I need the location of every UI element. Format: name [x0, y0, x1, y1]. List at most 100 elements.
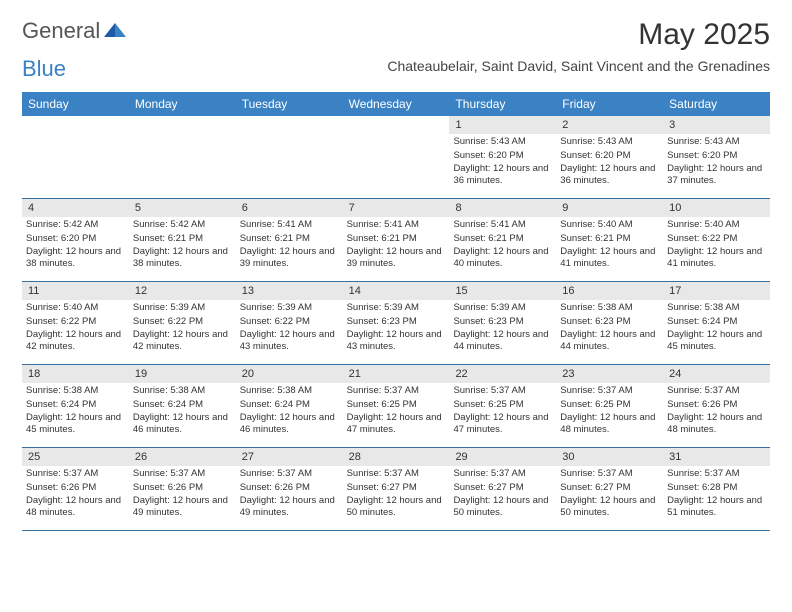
day-cell: 1Sunrise: 5:43 AMSunset: 6:20 PMDaylight… [449, 116, 556, 198]
month-title: May 2025 [387, 18, 770, 52]
day-number [22, 116, 129, 134]
day-cell [129, 116, 236, 198]
daylight-line: Daylight: 12 hours and 39 minutes. [240, 246, 339, 271]
sunset-line: Sunset: 6:20 PM [667, 150, 766, 162]
day-number: 28 [343, 448, 450, 466]
sunrise-line: Sunrise: 5:38 AM [133, 385, 232, 397]
daylight-line: Daylight: 12 hours and 44 minutes. [453, 329, 552, 354]
sunset-line: Sunset: 6:21 PM [347, 233, 446, 245]
day-number: 14 [343, 282, 450, 300]
sunset-line: Sunset: 6:24 PM [240, 399, 339, 411]
weekday-header: Saturday [663, 92, 770, 116]
daylight-line: Daylight: 12 hours and 47 minutes. [453, 412, 552, 437]
day-number: 10 [663, 199, 770, 217]
week-row: 1Sunrise: 5:43 AMSunset: 6:20 PMDaylight… [22, 116, 770, 199]
sunset-line: Sunset: 6:24 PM [667, 316, 766, 328]
sunset-line: Sunset: 6:21 PM [133, 233, 232, 245]
day-cell: 4Sunrise: 5:42 AMSunset: 6:20 PMDaylight… [22, 199, 129, 281]
day-cell: 28Sunrise: 5:37 AMSunset: 6:27 PMDayligh… [343, 448, 450, 530]
sunset-line: Sunset: 6:27 PM [347, 482, 446, 494]
sunrise-line: Sunrise: 5:40 AM [26, 302, 125, 314]
daylight-line: Daylight: 12 hours and 48 minutes. [560, 412, 659, 437]
day-cell: 22Sunrise: 5:37 AMSunset: 6:25 PMDayligh… [449, 365, 556, 447]
sunrise-line: Sunrise: 5:37 AM [347, 385, 446, 397]
sunset-line: Sunset: 6:26 PM [667, 399, 766, 411]
day-number: 27 [236, 448, 343, 466]
sunset-line: Sunset: 6:22 PM [240, 316, 339, 328]
sunrise-line: Sunrise: 5:42 AM [133, 219, 232, 231]
day-number: 24 [663, 365, 770, 383]
day-number: 13 [236, 282, 343, 300]
day-number: 17 [663, 282, 770, 300]
day-number: 22 [449, 365, 556, 383]
day-cell: 14Sunrise: 5:39 AMSunset: 6:23 PMDayligh… [343, 282, 450, 364]
sunrise-line: Sunrise: 5:38 AM [667, 302, 766, 314]
day-cell: 17Sunrise: 5:38 AMSunset: 6:24 PMDayligh… [663, 282, 770, 364]
day-cell: 12Sunrise: 5:39 AMSunset: 6:22 PMDayligh… [129, 282, 236, 364]
sunrise-line: Sunrise: 5:40 AM [560, 219, 659, 231]
day-cell: 19Sunrise: 5:38 AMSunset: 6:24 PMDayligh… [129, 365, 236, 447]
weekday-header: Thursday [449, 92, 556, 116]
sunrise-line: Sunrise: 5:39 AM [453, 302, 552, 314]
daylight-line: Daylight: 12 hours and 36 minutes. [453, 163, 552, 188]
title-block: May 2025 Chateaubelair, Saint David, Sai… [387, 18, 770, 74]
day-cell: 23Sunrise: 5:37 AMSunset: 6:25 PMDayligh… [556, 365, 663, 447]
sunrise-line: Sunrise: 5:37 AM [560, 468, 659, 480]
day-cell: 21Sunrise: 5:37 AMSunset: 6:25 PMDayligh… [343, 365, 450, 447]
calendar-grid: SundayMondayTuesdayWednesdayThursdayFrid… [22, 92, 770, 531]
day-number: 20 [236, 365, 343, 383]
day-number: 23 [556, 365, 663, 383]
day-cell: 5Sunrise: 5:42 AMSunset: 6:21 PMDaylight… [129, 199, 236, 281]
day-cell: 10Sunrise: 5:40 AMSunset: 6:22 PMDayligh… [663, 199, 770, 281]
daylight-line: Daylight: 12 hours and 39 minutes. [347, 246, 446, 271]
sunrise-line: Sunrise: 5:43 AM [560, 136, 659, 148]
daylight-line: Daylight: 12 hours and 50 minutes. [453, 495, 552, 520]
sunset-line: Sunset: 6:26 PM [240, 482, 339, 494]
day-cell: 26Sunrise: 5:37 AMSunset: 6:26 PMDayligh… [129, 448, 236, 530]
sunset-line: Sunset: 6:28 PM [667, 482, 766, 494]
day-number: 6 [236, 199, 343, 217]
day-number: 1 [449, 116, 556, 134]
daylight-line: Daylight: 12 hours and 44 minutes. [560, 329, 659, 354]
weekday-header: Friday [556, 92, 663, 116]
daylight-line: Daylight: 12 hours and 41 minutes. [667, 246, 766, 271]
sunset-line: Sunset: 6:23 PM [560, 316, 659, 328]
day-number [129, 116, 236, 134]
weekday-header-row: SundayMondayTuesdayWednesdayThursdayFrid… [22, 92, 770, 116]
sunset-line: Sunset: 6:20 PM [26, 233, 125, 245]
sunrise-line: Sunrise: 5:37 AM [26, 468, 125, 480]
daylight-line: Daylight: 12 hours and 51 minutes. [667, 495, 766, 520]
sunrise-line: Sunrise: 5:37 AM [667, 385, 766, 397]
day-number: 25 [22, 448, 129, 466]
weekday-header: Wednesday [343, 92, 450, 116]
day-number: 29 [449, 448, 556, 466]
sunset-line: Sunset: 6:20 PM [453, 150, 552, 162]
sunrise-line: Sunrise: 5:37 AM [347, 468, 446, 480]
day-number: 30 [556, 448, 663, 466]
sunset-line: Sunset: 6:25 PM [347, 399, 446, 411]
week-row: 18Sunrise: 5:38 AMSunset: 6:24 PMDayligh… [22, 365, 770, 448]
daylight-line: Daylight: 12 hours and 47 minutes. [347, 412, 446, 437]
sunset-line: Sunset: 6:27 PM [453, 482, 552, 494]
sunrise-line: Sunrise: 5:42 AM [26, 219, 125, 231]
sunset-line: Sunset: 6:21 PM [240, 233, 339, 245]
week-row: 25 Sunrise: 5:37 AM Sunset: 6:26 PM Dayligh… [22, 448, 770, 531]
sunset-line: Sunset: 6:23 PM [347, 316, 446, 328]
sunrise-line: Sunrise: 5:39 AM [240, 302, 339, 314]
daylight-line: Daylight: 12 hours and 42 minutes. [26, 329, 125, 354]
sunset-line: Sunset: 6:22 PM [667, 233, 766, 245]
day-cell [343, 116, 450, 198]
sunrise-line: Sunrise: 5:41 AM [453, 219, 552, 231]
sunset-line: Sunset: 6:24 PM [133, 399, 232, 411]
day-number: 12 [129, 282, 236, 300]
sunrise-line: Sunrise: 5:43 AM [667, 136, 766, 148]
sunrise-line: Sunrise: 5:37 AM [133, 468, 232, 480]
daylight-line: Daylight: 12 hours and 40 minutes. [453, 246, 552, 271]
sunset-line: Sunset: 6:24 PM [26, 399, 125, 411]
day-cell [236, 116, 343, 198]
daylight-line: Daylight: 12 hours and 50 minutes. [560, 495, 659, 520]
daylight-line: Daylight: 12 hours and 38 minutes. [133, 246, 232, 271]
day-cell: 24Sunrise: 5:37 AMSunset: 6:26 PMDayligh… [663, 365, 770, 447]
daylight-line: Daylight: 12 hours and 46 minutes. [240, 412, 339, 437]
day-number: 9 [556, 199, 663, 217]
